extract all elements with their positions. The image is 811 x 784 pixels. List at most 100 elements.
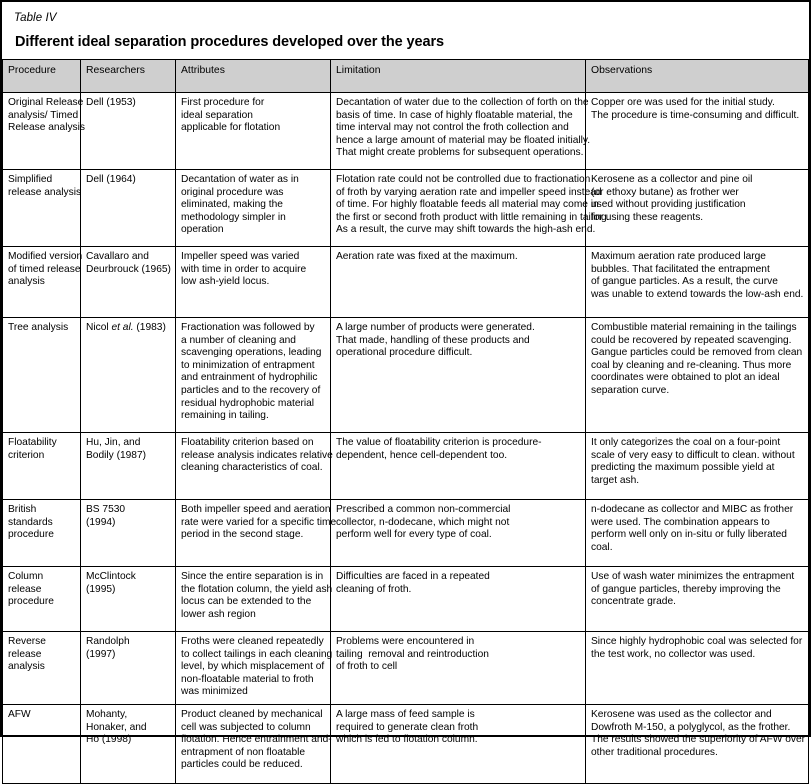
cell-line: Ho (1998)	[86, 734, 132, 746]
table-cell-procedure: Reverse release analysis	[2, 631, 81, 705]
cell-line: with time in order to acquire	[181, 263, 307, 275]
cell-line: Randolph	[86, 636, 130, 647]
cell-line: residual hydrophobic material	[181, 397, 315, 409]
table-cell-limitation: Flotation rate could not be controlled d…	[330, 169, 610, 247]
table-cell-attributes: Decantation of water as in original proce…	[175, 169, 331, 247]
table-cell-attributes: Both impeller speed and aeration rate wer…	[175, 499, 336, 567]
cell-line: Since highly hydrophobic coal was select…	[591, 636, 803, 647]
cell-line: (or ethoxy butane) as frother wer	[591, 186, 739, 198]
column-header-limitation: Limitation	[330, 59, 586, 93]
cell-line: Aeration rate was fixed at the maximum.	[336, 251, 518, 262]
cell-line: the test work, no collector was used.	[591, 648, 756, 660]
cell-line: remaining in tailing.	[181, 410, 269, 422]
cell-line: particles and to the recovery of	[181, 384, 321, 396]
table-cell-observations: It only categorizes the coal on a four-p…	[585, 432, 809, 500]
cell-line: the flotation column, the yield ash	[181, 583, 333, 595]
cell-line: was unable to extend towards the low-ash…	[591, 288, 804, 300]
cell-line: Dell (1964)	[86, 174, 136, 185]
cell-line: release	[8, 648, 42, 660]
cell-line: British	[8, 504, 37, 515]
table-cell-attributes: Product cleaned by mechanical cell was su…	[175, 704, 332, 784]
cell-line: tailing removal and reintroduction	[336, 648, 489, 660]
table-cell-attributes: Since the entire separation is in the flo…	[175, 566, 333, 632]
cell-line: was minimized	[181, 686, 248, 698]
table-cell-limitation: A large mass of feed sample is required t…	[330, 704, 586, 784]
cell-line: Maximum aeration rate produced large	[591, 251, 766, 262]
cell-line: release analysis indicates relative	[181, 449, 333, 461]
cell-line: Froths were cleaned repeatedly	[181, 636, 324, 647]
cell-line: cell was subjected to column	[181, 721, 311, 733]
cell-line: the first or second froth product with l…	[336, 211, 610, 223]
table-cell-observations: n-dodecane as collector and MIBC as frot…	[585, 499, 809, 567]
cell-line: operation	[181, 224, 224, 236]
cell-line: lower ash region	[181, 608, 256, 620]
cell-line: (1997)	[86, 648, 116, 660]
cell-line: low ash-yield locus.	[181, 276, 270, 288]
cell-line: Nicol et al. (1983)	[86, 322, 166, 333]
table-row: AFW Mohanty, Honaker, and Ho (1998) Product …	[2, 704, 809, 784]
cell-line: concentrate grade.	[591, 596, 676, 608]
table-cell-procedure: Modified version of timed release analysis	[2, 246, 82, 318]
separation-procedures-table: Procedure Researchers Attributes Limitat…	[2, 59, 809, 784]
cell-line: locus can be extended to the	[181, 596, 312, 608]
table-cell-procedure: Tree analysis	[2, 317, 81, 433]
cell-line: Use of wash water minimizes the entrapme…	[591, 571, 795, 582]
cell-line: time interval may not control the froth …	[336, 122, 569, 134]
table-row: Floatability criterion Hu, Jin, and Bodily …	[2, 432, 809, 500]
cell-line: which is fed to flotation column.	[336, 734, 478, 746]
cell-line: of froth to cell	[336, 661, 398, 673]
column-header-attributes: Attributes	[175, 59, 331, 93]
table-number-label: Table IV	[14, 12, 57, 24]
column-header-observations: Observations	[585, 59, 809, 93]
cell-line: Bodily (1987)	[86, 449, 147, 461]
cell-line: used without providing justification	[591, 199, 746, 211]
cell-line: analysis	[8, 276, 45, 288]
table-header-row: Procedure Researchers Attributes Limitat…	[2, 59, 809, 93]
table-cell-observations: Kerosene was used as the collector and Do…	[585, 704, 809, 784]
cell-line: Cavallaro and	[86, 251, 149, 262]
table-cell-attributes: First procedure for ideal separation appli…	[175, 92, 331, 170]
cell-line: Honaker, and	[86, 721, 147, 733]
cell-line: The value of floatability criterion is p…	[336, 437, 542, 448]
table-cell-researchers: BS 7530 (1994)	[80, 499, 176, 567]
table-cell-researchers: Randolph (1997)	[80, 631, 176, 705]
table-title: Different ideal separation procedures de…	[15, 34, 444, 50]
table-cell-researchers: Mohanty, Honaker, and Ho (1998)	[80, 704, 176, 784]
cell-line: Dell (1953)	[86, 97, 136, 108]
cell-line: Both impeller speed and aeration	[181, 504, 331, 515]
cell-line: The results showed the superiority of AF…	[591, 734, 806, 746]
table-cell-attributes: Froths were cleaned repeatedly to collect…	[175, 631, 332, 705]
cell-line: The procedure is time-consuming and diff…	[591, 109, 800, 121]
table-cell-observations: Since highly hydrophobic coal was select…	[585, 631, 809, 705]
cell-line: That might create problems for subsequen…	[336, 147, 584, 159]
cell-line: Copper ore was used for the initial stud…	[591, 97, 775, 108]
table-cell-limitation: Prescribed a common non-commercial collec…	[330, 499, 586, 567]
table-cell-observations: Kerosene as a collector and pine oil (or …	[585, 169, 809, 247]
table-cell-attributes: Floatability criterion based on release a…	[175, 432, 333, 500]
cell-line: Kerosene as a collector and pine oil	[591, 174, 753, 185]
cell-line: of gangue particles, thereby improving t…	[591, 583, 781, 595]
cell-line: McClintock	[86, 571, 136, 582]
cell-line: original procedure was	[181, 186, 284, 198]
cell-line: standards	[8, 516, 53, 528]
table-cell-observations: Combustible material remaining in the ta…	[585, 317, 809, 433]
cell-line: Release analysis	[8, 122, 86, 134]
cell-line: Deurbrouck (1965)	[86, 263, 171, 275]
table-row: Tree analysis Nicol et al. (1983) Fraction…	[2, 317, 809, 433]
cell-line: (1994)	[86, 516, 116, 528]
cell-line: operational procedure difficult.	[336, 347, 473, 359]
cell-line: analysis/ Timed	[8, 109, 79, 121]
cell-line: Combustible material remaining in the ta…	[591, 322, 797, 333]
table-cell-researchers: Dell (1964)	[80, 169, 176, 247]
cell-line: A large number of products were generate…	[336, 322, 535, 333]
cell-line: of time. For highly floatable feeds all …	[336, 199, 599, 211]
cell-line: period in the second stage.	[181, 529, 304, 541]
table-cell-limitation: Aeration rate was fixed at the maximum.	[330, 246, 586, 318]
cell-line: Decantation of water as in	[181, 174, 299, 185]
cell-line: Gangue particles could be removed from c…	[591, 347, 803, 359]
cell-line: of gangue particles. As a result, the cu…	[591, 276, 778, 288]
cell-line: bubbles. That facilitated the entrapment	[591, 263, 770, 275]
table-cell-procedure: Original Release analysis/ Timed Release a…	[2, 92, 86, 170]
cell-line: Dowfroth M-150, a polyglycol, as the fro…	[591, 721, 791, 733]
